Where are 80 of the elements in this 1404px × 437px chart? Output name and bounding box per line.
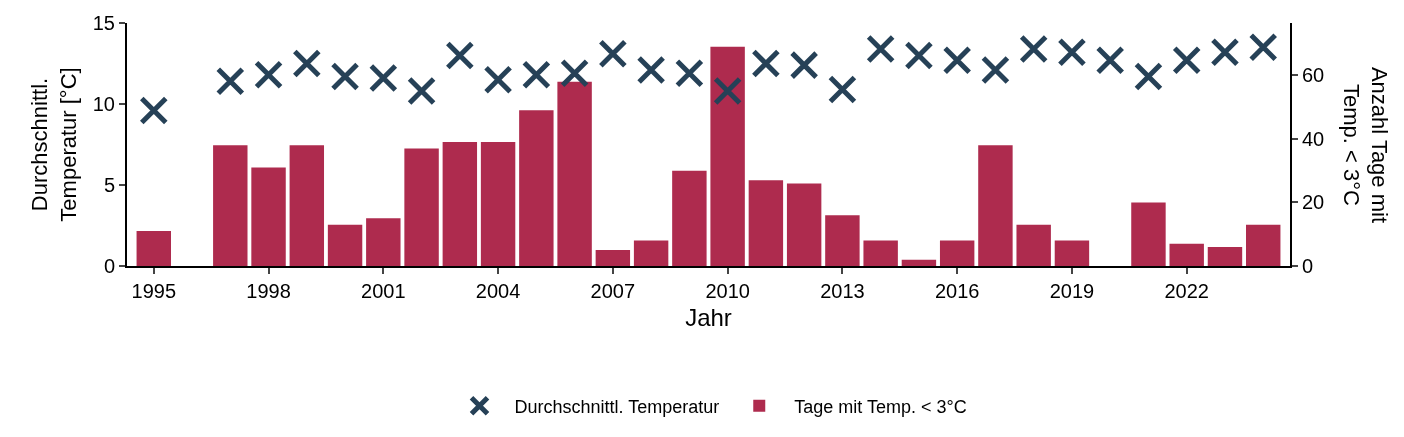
point — [674, 58, 704, 88]
y2-axis-title: Anzahl Tage mit Temp. < 3°C — [1338, 66, 1393, 224]
bar — [748, 180, 784, 266]
bar — [519, 110, 554, 266]
point — [980, 55, 1010, 85]
point — [713, 76, 743, 106]
x-tick-label: 2019 — [1049, 280, 1095, 302]
y2-tick-label: 40 — [1302, 127, 1325, 150]
y-axis-title: Durchschnittl. Temperatur [°C] — [27, 67, 82, 222]
bar — [672, 170, 707, 266]
point — [483, 65, 513, 95]
legend-label: Durchschnittl. Temperatur — [514, 396, 720, 417]
bar — [825, 215, 860, 266]
bar — [1207, 246, 1243, 266]
y-tick-label: 15 — [92, 12, 115, 34]
bar — [1169, 243, 1204, 266]
point — [330, 61, 360, 91]
point — [1057, 37, 1087, 67]
point — [292, 49, 322, 78]
point — [139, 95, 169, 125]
x-axis-title: Jahr — [685, 303, 732, 331]
bar — [404, 148, 439, 266]
bar — [1054, 240, 1090, 266]
bar — [939, 240, 975, 266]
point — [368, 63, 398, 93]
bar — [901, 259, 937, 266]
point — [407, 76, 437, 106]
x-tick-label: 1995 — [131, 280, 177, 302]
x-tick-label: 1998 — [246, 280, 291, 302]
point — [1248, 32, 1278, 62]
point — [598, 39, 628, 69]
point — [560, 58, 590, 88]
point — [1172, 45, 1202, 75]
bar — [863, 240, 898, 266]
point — [215, 66, 245, 96]
point — [1210, 37, 1240, 67]
bar — [710, 46, 745, 266]
y-tick-label: 5 — [103, 174, 115, 196]
bar — [1016, 224, 1051, 266]
bar — [442, 142, 478, 266]
bar — [327, 224, 363, 266]
x-tick-label: 2022 — [1164, 280, 1209, 302]
bar — [1131, 202, 1166, 266]
point — [1133, 61, 1163, 91]
bar — [136, 231, 171, 266]
point — [445, 40, 475, 70]
legend-label: Tage mit Temp. < 3°C — [794, 396, 967, 417]
x-tick-label: 2013 — [820, 280, 865, 302]
bar — [978, 145, 1013, 266]
bar — [289, 145, 325, 266]
point — [636, 55, 666, 85]
bar — [595, 250, 631, 266]
bar — [633, 240, 669, 266]
y2-tick-label: 0 — [1302, 255, 1314, 277]
bar — [1246, 224, 1281, 266]
bar — [557, 81, 592, 266]
y2-tick-label: 60 — [1302, 64, 1325, 87]
x-tick-label: 2004 — [475, 280, 521, 302]
y-tick-label: 0 — [103, 255, 115, 277]
point — [1019, 34, 1049, 64]
bar — [213, 145, 248, 266]
point — [521, 60, 551, 90]
point — [904, 40, 934, 70]
x-tick-label: 2001 — [361, 280, 406, 302]
bar — [366, 218, 401, 266]
bar — [251, 167, 286, 266]
x-tick-label: 2016 — [934, 280, 980, 302]
point — [751, 49, 781, 78]
y-tick-label: 10 — [92, 93, 115, 115]
x-tick-label: 2010 — [705, 280, 750, 302]
point — [942, 45, 972, 75]
point — [254, 60, 284, 90]
bar — [480, 142, 516, 266]
bar — [786, 183, 822, 266]
point — [827, 74, 857, 104]
x-tick-label: 2007 — [590, 280, 636, 302]
y2-tick-label: 20 — [1302, 191, 1325, 214]
point — [789, 50, 819, 80]
point — [866, 34, 896, 64]
point — [1095, 45, 1125, 75]
